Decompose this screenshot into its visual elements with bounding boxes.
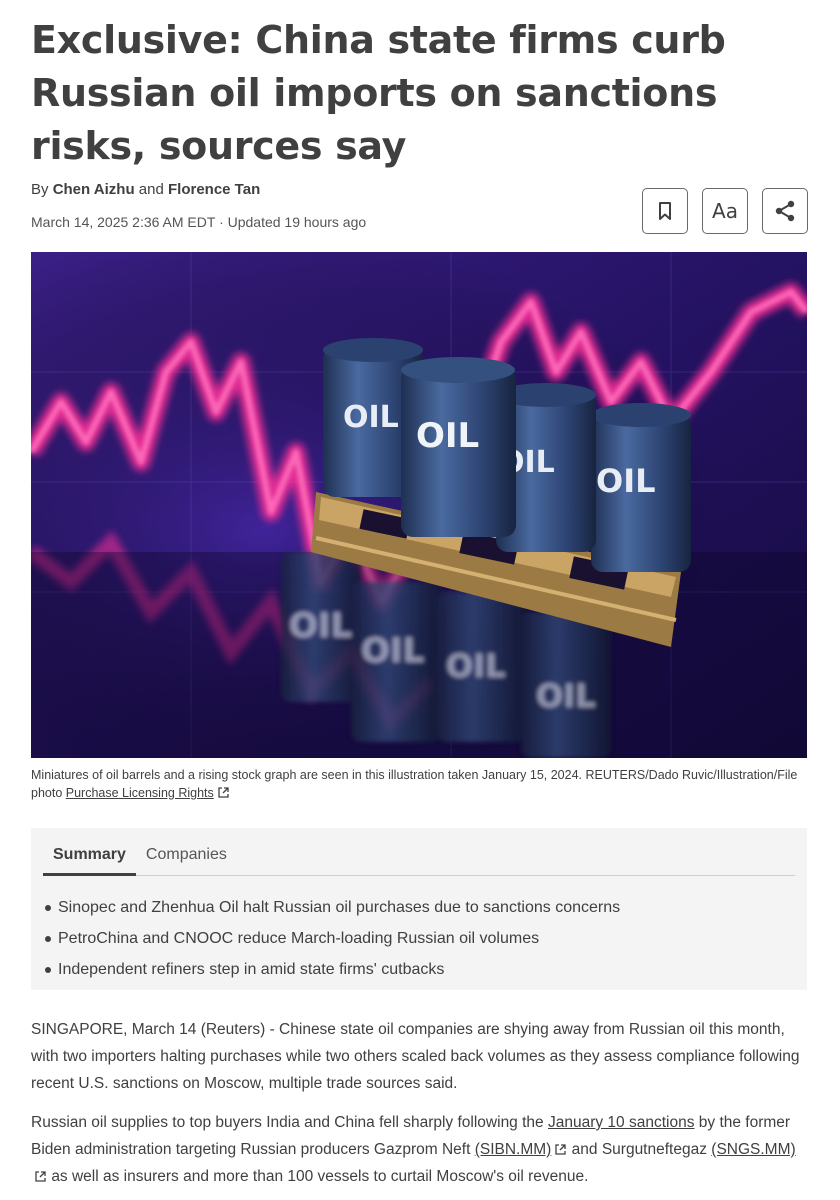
svg-text:OIL: OIL xyxy=(416,416,479,456)
svg-text:OIL: OIL xyxy=(361,631,424,671)
paragraph-text: by the former Biden administration targe… xyxy=(31,1114,791,1158)
headline: Exclusive: China state firms curb Russia… xyxy=(31,18,726,168)
byline-and: and xyxy=(138,181,164,198)
share-button[interactable] xyxy=(762,188,808,234)
external-link-icon xyxy=(35,1171,46,1182)
sngs-ticker-link[interactable]: (SNGS.MM) xyxy=(711,1141,796,1158)
share-icon xyxy=(775,200,795,222)
summary-point-text: PetroChina and CNOOC reduce March-loadin… xyxy=(58,929,540,947)
january-10-sanctions-link[interactable]: January 10 sanctions xyxy=(547,1114,695,1131)
external-link-icon xyxy=(218,787,229,798)
bullet-icon xyxy=(45,904,51,911)
byline: By Chen Aizhu and Florence Tan xyxy=(31,181,260,198)
tab-summary[interactable]: Summary xyxy=(43,844,136,876)
list-item: Independent refiners step in amid state … xyxy=(45,954,620,985)
article-tools: Aa xyxy=(642,188,808,234)
svg-text:OIL: OIL xyxy=(343,400,399,435)
summary-point-text: Sinopec and Zhenhua Oil halt Russian oil… xyxy=(58,898,621,916)
hero-image[interactable]: OIL OIL OIL OIL OIL xyxy=(31,252,807,758)
svg-text:OIL: OIL xyxy=(446,647,506,685)
summary-point-text: Independent refiners step in amid state … xyxy=(58,960,445,978)
bookmark-button[interactable] xyxy=(642,188,688,234)
article-paragraph-2: Russian oil supplies to top buyers India… xyxy=(31,1109,811,1190)
purchase-licensing-link[interactable]: Purchase Licensing Rights xyxy=(65,786,214,800)
summary-box: Summary Companies Sinopec and Zhenhua Oi… xyxy=(31,828,807,990)
svg-text:OIL: OIL xyxy=(596,462,656,500)
barrel-reflections: OIL OIL OIL OIL xyxy=(281,552,611,758)
text-size-button[interactable]: Aa xyxy=(702,188,748,234)
paragraph-text: Russian oil supplies to top buyers India… xyxy=(31,1114,544,1131)
image-caption: Miniatures of oil barrels and a rising s… xyxy=(31,766,807,802)
svg-text:OIL: OIL xyxy=(289,606,352,646)
paragraph-text: and Surgutneftegaz xyxy=(571,1141,707,1158)
bullet-icon xyxy=(45,966,51,973)
tab-companies[interactable]: Companies xyxy=(145,846,227,863)
list-item: PetroChina and CNOOC reduce March-loadin… xyxy=(45,923,620,954)
caption-text: Miniatures of oil barrels and a rising s… xyxy=(31,768,798,800)
paragraph-text: as well as insurers and more than 100 ve… xyxy=(51,1168,589,1185)
author-link-chen-aizhu[interactable]: Chen Aizhu xyxy=(52,181,135,198)
bookmark-icon xyxy=(659,202,671,220)
byline-prefix: By xyxy=(31,181,49,198)
dateline: March 14, 2025 2:36 AM EDT · Updated 19 … xyxy=(31,214,367,230)
sibn-ticker-link[interactable]: (SIBN.MM) xyxy=(474,1141,552,1158)
summary-points: Sinopec and Zhenhua Oil halt Russian oil… xyxy=(45,892,620,985)
external-link-icon xyxy=(555,1144,566,1155)
list-item: Sinopec and Zhenhua Oil halt Russian oil… xyxy=(45,892,620,923)
summary-tabs: Summary Companies xyxy=(43,844,795,876)
author-link-florence-tan[interactable]: Florence Tan xyxy=(168,181,261,198)
bullet-icon xyxy=(45,935,51,942)
article-paragraph-1: SINGAPORE, March 14 (Reuters) - Chinese … xyxy=(31,1021,800,1092)
svg-text:OIL: OIL xyxy=(536,677,596,715)
oil-barrels: OIL OIL OIL OIL xyxy=(323,338,691,572)
text-size-icon: Aa xyxy=(712,199,738,223)
